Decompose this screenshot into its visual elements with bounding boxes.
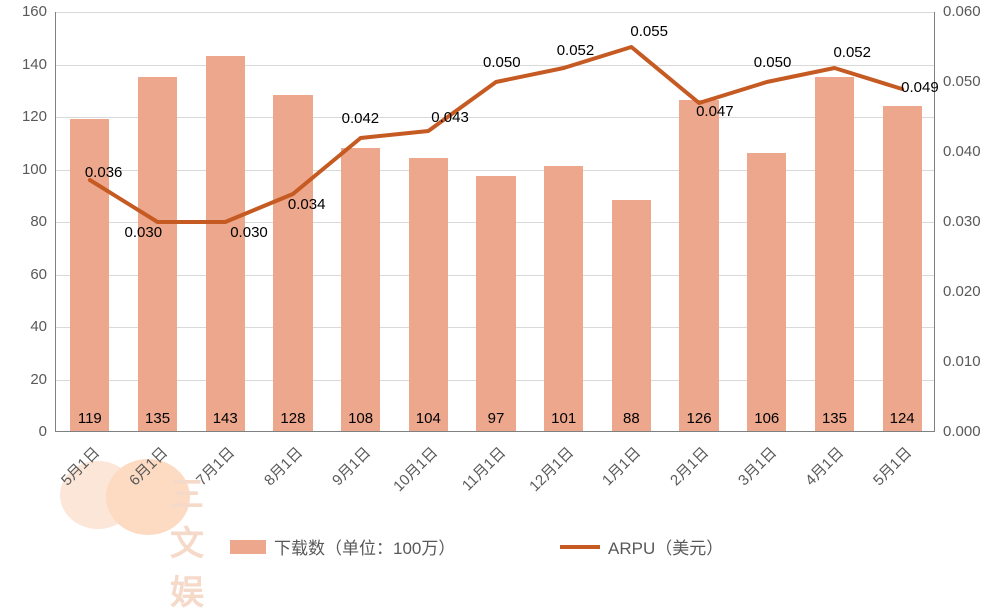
y-left-tick: 160 <box>0 3 47 20</box>
line-value-label: 0.030 <box>230 224 268 241</box>
x-tick-label: 2月1日 <box>656 442 713 499</box>
y-left-tick: 140 <box>0 56 47 73</box>
line-value-label: 0.052 <box>833 44 871 61</box>
plot-area: 1191351431281081049710188126106135124 <box>55 12 935 432</box>
y-left-tick: 100 <box>0 161 47 178</box>
line-value-label: 0.034 <box>288 196 326 213</box>
x-tick-label: 11月1日 <box>453 442 510 499</box>
y-left-tick: 80 <box>0 213 47 230</box>
x-tick-label: 3月1日 <box>723 442 780 499</box>
combo-chart: 三文娱 119135143128108104971018812610613512… <box>0 0 986 568</box>
legend-swatch-line <box>560 545 600 549</box>
legend-item-line: ARPU（美元） <box>560 534 723 559</box>
line-value-label: 0.043 <box>431 109 469 126</box>
y-right-tick: 0.040 <box>943 143 981 160</box>
y-right-tick: 0.010 <box>943 353 981 370</box>
line-value-label: 0.036 <box>85 164 123 181</box>
line-value-label: 0.050 <box>754 54 792 71</box>
y-left-tick: 20 <box>0 371 47 388</box>
legend-label-line: ARPU（美元） <box>608 534 723 559</box>
x-tick-label: 1月1日 <box>588 442 645 499</box>
line-value-label: 0.052 <box>557 42 595 59</box>
x-tick-label: 9月1日 <box>317 442 374 499</box>
legend-item-bars: 下载数（单位：100万） <box>230 534 455 559</box>
x-tick-label: 4月1日 <box>791 442 848 499</box>
line-value-label: 0.055 <box>630 23 668 40</box>
y-right-tick: 0.030 <box>943 213 981 230</box>
line-value-label: 0.047 <box>696 103 734 120</box>
y-left-tick: 0 <box>0 423 47 440</box>
y-right-tick: 0.050 <box>943 73 981 90</box>
x-tick-label: 5月1日 <box>46 442 103 499</box>
line-value-label: 0.042 <box>342 110 380 127</box>
x-tick-label: 10月1日 <box>385 442 442 499</box>
x-tick-label: 8月1日 <box>249 442 306 499</box>
legend-swatch-bar <box>230 540 266 554</box>
line-value-label: 0.050 <box>483 54 521 71</box>
y-right-tick: 0.020 <box>943 283 981 300</box>
y-left-tick: 60 <box>0 266 47 283</box>
y-left-tick: 120 <box>0 108 47 125</box>
x-tick-label: 6月1日 <box>114 442 171 499</box>
legend-label-bars: 下载数（单位：100万） <box>274 534 455 559</box>
y-right-tick: 0.060 <box>943 3 981 20</box>
x-tick-label: 5月1日 <box>859 442 916 499</box>
line-series <box>56 12 936 432</box>
line-value-label: 0.049 <box>901 79 939 96</box>
x-tick-label: 7月1日 <box>182 442 239 499</box>
x-tick-label: 12月1日 <box>520 442 577 499</box>
line-value-label: 0.030 <box>125 224 163 241</box>
y-right-tick: 0.000 <box>943 423 981 440</box>
y-left-tick: 40 <box>0 318 47 335</box>
